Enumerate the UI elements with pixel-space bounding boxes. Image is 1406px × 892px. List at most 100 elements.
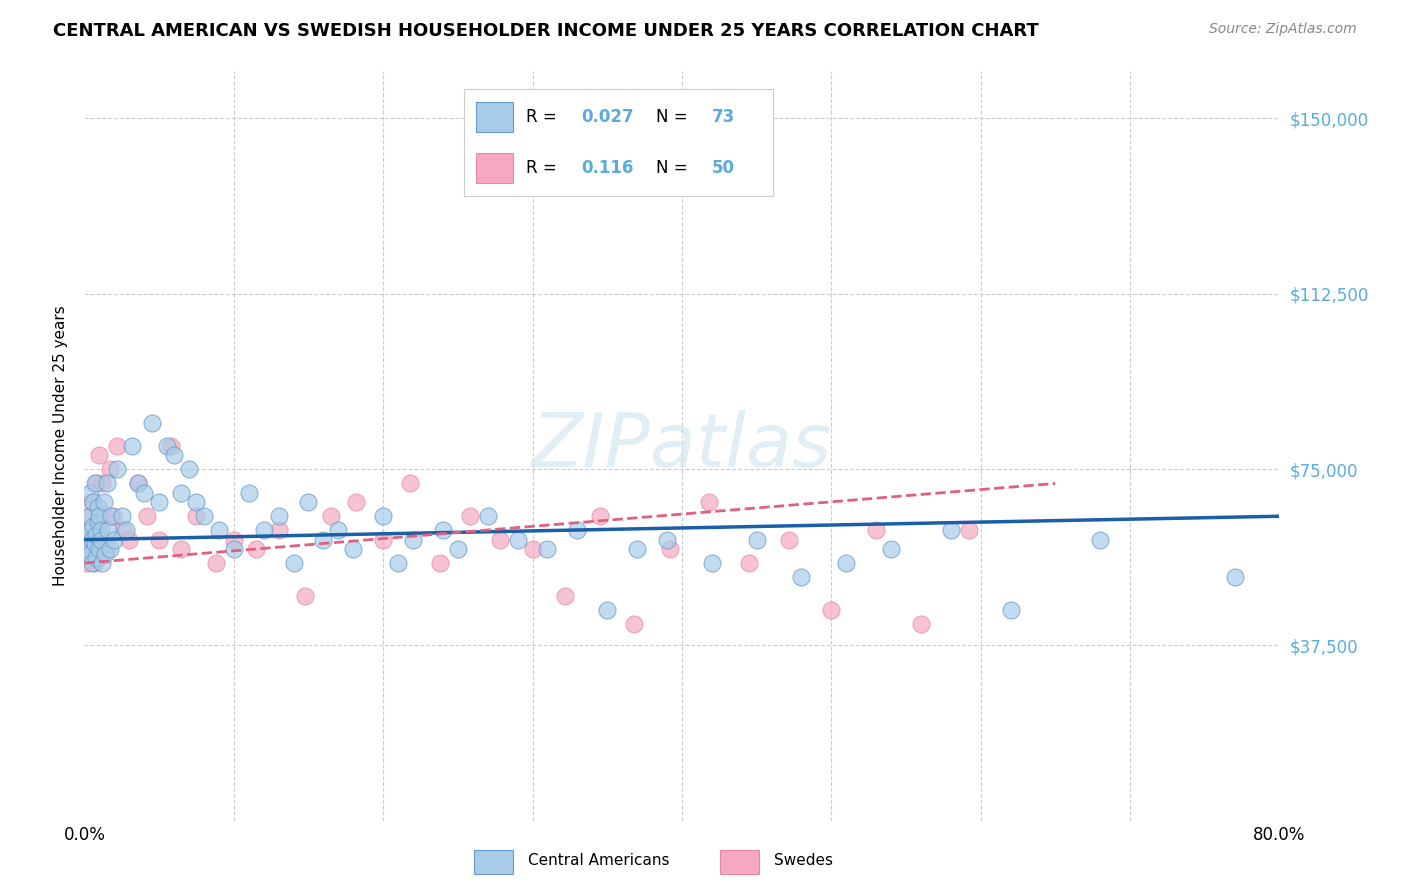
Point bbox=[939, 523, 962, 537]
Point bbox=[790, 570, 813, 584]
Point bbox=[148, 533, 170, 547]
Point bbox=[89, 449, 111, 463]
Point bbox=[97, 523, 120, 537]
Point bbox=[373, 533, 395, 547]
Point bbox=[554, 589, 576, 603]
Point bbox=[245, 542, 267, 557]
Point bbox=[626, 542, 648, 557]
Point bbox=[267, 523, 290, 537]
Text: 73: 73 bbox=[711, 108, 735, 126]
Point bbox=[86, 551, 108, 566]
Point bbox=[222, 542, 245, 557]
Text: R =: R = bbox=[526, 160, 567, 178]
Point bbox=[98, 542, 121, 557]
Point bbox=[83, 537, 105, 551]
Point bbox=[160, 439, 183, 453]
Text: N =: N = bbox=[655, 108, 693, 126]
Point bbox=[342, 542, 364, 557]
Point bbox=[506, 533, 529, 547]
Point bbox=[399, 476, 422, 491]
FancyBboxPatch shape bbox=[477, 102, 513, 132]
Point bbox=[76, 542, 98, 557]
Text: 0.027: 0.027 bbox=[582, 108, 634, 126]
Point bbox=[880, 542, 903, 557]
Point bbox=[238, 485, 260, 500]
Point bbox=[155, 439, 177, 453]
Y-axis label: Householder Income Under 25 years: Householder Income Under 25 years bbox=[53, 306, 69, 586]
FancyBboxPatch shape bbox=[720, 849, 759, 874]
Point bbox=[83, 476, 105, 491]
Point bbox=[387, 556, 409, 570]
Text: Swedes: Swedes bbox=[773, 854, 832, 868]
Point bbox=[319, 509, 342, 524]
Point bbox=[90, 523, 112, 537]
Text: R =: R = bbox=[526, 108, 562, 126]
Point bbox=[294, 589, 316, 603]
Point bbox=[222, 533, 245, 547]
Point bbox=[132, 485, 156, 500]
Point bbox=[98, 462, 121, 476]
Point bbox=[118, 533, 141, 547]
Point bbox=[111, 509, 134, 524]
Point bbox=[90, 533, 112, 547]
Point bbox=[121, 439, 143, 453]
Point bbox=[100, 509, 122, 524]
Point bbox=[105, 462, 128, 476]
Point bbox=[170, 485, 193, 500]
Point bbox=[77, 509, 100, 524]
Text: Source: ZipAtlas.com: Source: ZipAtlas.com bbox=[1209, 22, 1357, 37]
Point bbox=[91, 556, 114, 570]
Point bbox=[115, 523, 138, 537]
Point bbox=[297, 495, 319, 509]
Text: N =: N = bbox=[655, 160, 693, 178]
Point bbox=[77, 523, 100, 537]
Point bbox=[87, 500, 110, 514]
Point bbox=[745, 533, 768, 547]
Point bbox=[93, 509, 115, 524]
Point bbox=[83, 556, 105, 570]
Point bbox=[193, 509, 215, 524]
Text: CENTRAL AMERICAN VS SWEDISH HOUSEHOLDER INCOME UNDER 25 YEARS CORRELATION CHART: CENTRAL AMERICAN VS SWEDISH HOUSEHOLDER … bbox=[53, 22, 1039, 40]
Point bbox=[700, 556, 723, 570]
Point bbox=[91, 476, 114, 491]
Point bbox=[127, 476, 149, 491]
Point bbox=[344, 495, 367, 509]
Point bbox=[170, 542, 193, 557]
Text: 50: 50 bbox=[711, 160, 734, 178]
Point bbox=[589, 509, 612, 524]
Point bbox=[458, 509, 481, 524]
Point bbox=[957, 523, 980, 537]
Point bbox=[89, 509, 111, 524]
Point bbox=[186, 509, 208, 524]
FancyBboxPatch shape bbox=[474, 849, 513, 874]
FancyBboxPatch shape bbox=[477, 153, 513, 184]
Point bbox=[283, 556, 305, 570]
Point bbox=[148, 495, 170, 509]
Point bbox=[80, 495, 103, 509]
Point bbox=[655, 533, 678, 547]
Point bbox=[312, 533, 335, 547]
Point bbox=[738, 556, 761, 570]
Point bbox=[86, 476, 108, 491]
Point bbox=[373, 509, 395, 524]
Point bbox=[659, 542, 682, 557]
Point bbox=[75, 533, 97, 547]
Text: Central Americans: Central Americans bbox=[529, 854, 669, 868]
Point bbox=[96, 542, 118, 557]
Point bbox=[623, 617, 645, 632]
Text: 0.116: 0.116 bbox=[582, 160, 634, 178]
Point bbox=[136, 509, 159, 524]
Point bbox=[82, 533, 104, 547]
Point bbox=[141, 416, 163, 430]
Point bbox=[80, 556, 103, 570]
Point bbox=[820, 603, 842, 617]
Point bbox=[402, 533, 425, 547]
Point bbox=[79, 485, 101, 500]
Point bbox=[447, 542, 470, 557]
Point bbox=[101, 509, 124, 524]
Point bbox=[79, 542, 101, 557]
Point bbox=[429, 556, 451, 570]
Point bbox=[76, 556, 98, 570]
Point bbox=[253, 523, 276, 537]
Point bbox=[96, 476, 118, 491]
